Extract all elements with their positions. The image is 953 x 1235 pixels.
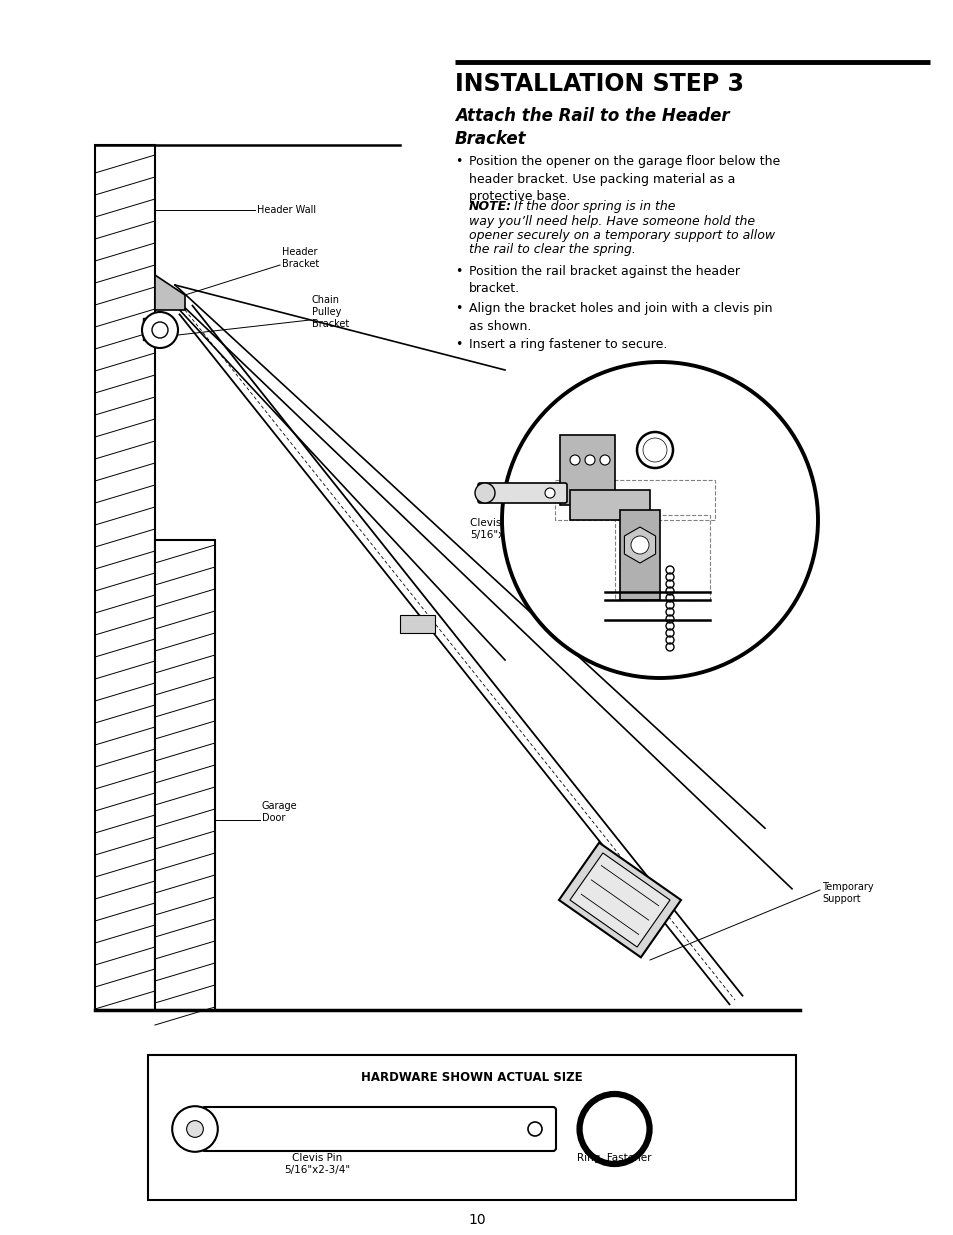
Text: If the door spring is in the: If the door spring is in the (510, 200, 675, 212)
Circle shape (172, 1107, 217, 1152)
Text: Header Wall: Header Wall (256, 205, 315, 215)
Text: HARDWARE SHOWN ACTUAL SIZE: HARDWARE SHOWN ACTUAL SIZE (361, 1071, 582, 1084)
Bar (95, 144, 154, 1010)
Text: Temporary
Support: Temporary Support (821, 882, 873, 904)
Text: Align the bracket holes and join with a clevis pin
as shown.: Align the bracket holes and join with a … (469, 303, 772, 332)
Circle shape (569, 454, 579, 466)
Circle shape (584, 454, 595, 466)
Circle shape (599, 454, 609, 466)
Polygon shape (558, 842, 680, 957)
Text: INSTALLATION STEP 3: INSTALLATION STEP 3 (455, 72, 743, 96)
Text: T-Rail: T-Rail (675, 627, 702, 637)
Polygon shape (154, 275, 185, 310)
Text: the rail to clear the spring.: the rail to clear the spring. (469, 243, 636, 256)
Text: •: • (455, 338, 462, 351)
Text: Insert a ring fastener to secure.: Insert a ring fastener to secure. (469, 338, 667, 351)
Bar (154, 540, 214, 1010)
Text: Position the opener on the garage floor below the
header bracket. Use packing ma: Position the opener on the garage floor … (469, 156, 780, 203)
Text: Chain
Pulley
Bracket: Chain Pulley Bracket (312, 295, 349, 330)
Bar (559, 435, 615, 505)
Circle shape (475, 483, 495, 503)
Bar (619, 510, 659, 600)
Circle shape (152, 322, 168, 338)
Text: Attach the Rail to the Header
Bracket: Attach the Rail to the Header Bracket (455, 107, 729, 148)
Text: Position the rail bracket against the header
bracket.: Position the rail bracket against the he… (469, 266, 740, 295)
Bar (555, 480, 714, 520)
Text: NOTE:: NOTE: (469, 200, 512, 212)
Text: •: • (455, 266, 462, 278)
Text: Chain
Pulley
Bracket: Chain Pulley Bracket (555, 571, 595, 605)
Circle shape (527, 1123, 541, 1136)
Circle shape (187, 1120, 203, 1137)
Text: Header
Bracket: Header Bracket (282, 247, 319, 269)
Text: Ring  Fastener: Ring Fastener (577, 1153, 651, 1163)
Bar (143, 317, 161, 340)
Text: opener securely on a temporary support to allow: opener securely on a temporary support t… (469, 228, 774, 242)
Text: Ring Fastener: Ring Fastener (677, 433, 747, 443)
FancyBboxPatch shape (477, 483, 566, 503)
Text: •: • (455, 303, 462, 315)
Text: Clevis Pin
5/16"x2-3/4": Clevis Pin 5/16"x2-3/4" (470, 517, 536, 541)
Bar (148, 1055, 795, 1200)
Bar (399, 615, 435, 634)
Text: 10: 10 (468, 1213, 485, 1228)
Text: Clevis Pin
5/16"x2-3/4": Clevis Pin 5/16"x2-3/4" (284, 1153, 350, 1176)
Bar (569, 490, 649, 520)
Bar (615, 515, 709, 600)
Text: Header Bracket: Header Bracket (550, 415, 630, 425)
Text: way you’ll need help. Have someone hold the: way you’ll need help. Have someone hold … (469, 215, 755, 228)
FancyBboxPatch shape (202, 1107, 556, 1151)
Text: •: • (455, 156, 462, 168)
Circle shape (501, 362, 817, 678)
Polygon shape (569, 853, 669, 947)
Circle shape (142, 312, 178, 348)
Circle shape (630, 536, 648, 555)
Text: Garage
Door: Garage Door (262, 800, 297, 824)
Circle shape (544, 488, 555, 498)
